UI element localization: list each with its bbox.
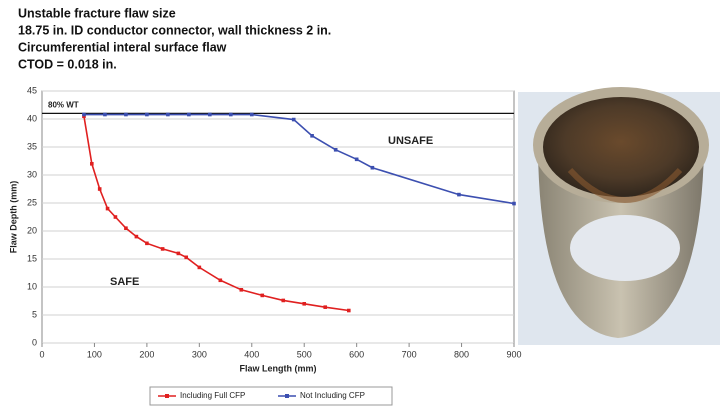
marker <box>260 293 265 298</box>
marker <box>124 112 128 117</box>
marker <box>249 112 254 117</box>
y-tick-label: 5 <box>32 309 37 319</box>
marker <box>124 226 128 230</box>
title-line: Unstable fracture flaw size <box>18 6 176 20</box>
marker <box>229 112 233 117</box>
marker <box>208 112 212 117</box>
marker <box>184 255 189 260</box>
title-line: Circumferential interal surface flaw <box>18 40 227 54</box>
y-tick-label: 35 <box>27 141 37 151</box>
annotation: UNSAFE <box>388 135 433 147</box>
marker <box>145 112 149 117</box>
legend <box>149 386 393 406</box>
marker <box>197 265 202 270</box>
marker <box>370 165 375 170</box>
marker <box>281 298 286 303</box>
x-tick-label: 100 <box>87 349 102 359</box>
x-tick-label: 300 <box>192 349 207 359</box>
marker <box>333 148 338 152</box>
marker <box>103 112 107 117</box>
marker <box>82 112 86 117</box>
y-tick-label: 20 <box>27 225 37 235</box>
y-tick-label: 40 <box>27 113 37 123</box>
marker <box>354 157 359 162</box>
series-line <box>83 113 515 205</box>
x-tick-label: 800 <box>454 349 469 359</box>
y-tick-label: 0 <box>32 337 37 347</box>
marker <box>145 241 149 246</box>
marker <box>97 187 102 191</box>
marker <box>347 308 351 313</box>
marker <box>512 201 516 206</box>
y-tick-label: 10 <box>27 281 37 291</box>
y-tick-label: 25 <box>27 197 37 207</box>
title-line: CTOD = 0.018 in. <box>18 57 117 71</box>
y-tick-label: 45 <box>27 85 37 95</box>
x-tick-label: 500 <box>297 349 312 359</box>
x-axis-label: Flaw Length (mm) <box>240 363 317 373</box>
annotation: SAFE <box>110 276 139 288</box>
x-tick-label: 200 <box>139 349 154 359</box>
legend-marker <box>165 394 169 398</box>
legend-marker <box>285 394 289 398</box>
marker <box>113 215 118 219</box>
x-tick-label: 0 <box>39 349 44 359</box>
photo <box>518 87 720 345</box>
marker <box>302 302 307 306</box>
x-tick-label: 700 <box>402 349 417 359</box>
legend-label: Including Full CFP <box>180 391 245 400</box>
x-tick-label: 600 <box>349 349 364 359</box>
marker <box>134 234 139 239</box>
y-axis-label: Flaw Depth (mm) <box>8 181 18 254</box>
marker <box>291 117 296 122</box>
x-tick-label: 900 <box>506 349 521 359</box>
marker <box>160 247 165 251</box>
marker <box>239 288 244 292</box>
legend-label: Not Including CFP <box>300 391 365 400</box>
marker <box>457 192 461 197</box>
y-tick-label: 30 <box>27 169 37 179</box>
y-tick-label: 15 <box>27 253 37 263</box>
marker <box>310 134 314 138</box>
marker <box>176 251 181 256</box>
marker <box>105 206 110 211</box>
plot-area <box>41 90 515 344</box>
marker <box>90 162 94 166</box>
marker <box>323 305 327 309</box>
marker <box>166 112 170 117</box>
reference-label: 80% WT <box>48 101 79 110</box>
marker <box>187 112 191 117</box>
marker <box>218 278 223 283</box>
title-line: 18.75 in. ID conductor connector, wall t… <box>18 23 331 37</box>
x-tick-label: 400 <box>244 349 259 359</box>
